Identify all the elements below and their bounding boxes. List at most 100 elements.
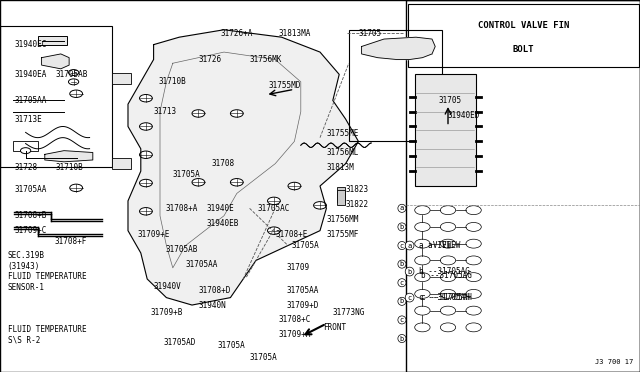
Circle shape [440, 222, 456, 231]
Text: 31708+A: 31708+A [165, 204, 198, 213]
Text: 31709: 31709 [287, 263, 310, 272]
Text: 31705AD: 31705AD [163, 338, 196, 347]
Circle shape [140, 151, 152, 158]
Text: J3 700 17: J3 700 17 [595, 359, 634, 365]
Text: 31940EB: 31940EB [206, 219, 239, 228]
Text: 31773NG: 31773NG [333, 308, 365, 317]
Circle shape [415, 239, 430, 248]
Text: b --31705AG: b --31705AG [419, 267, 470, 276]
Circle shape [70, 90, 83, 97]
Text: 31709+C: 31709+C [14, 226, 47, 235]
Circle shape [466, 206, 481, 215]
Circle shape [72, 155, 82, 161]
Circle shape [466, 323, 481, 332]
Circle shape [192, 110, 205, 117]
Circle shape [415, 289, 430, 298]
Text: 31755MF: 31755MF [326, 230, 359, 239]
Text: 31708+E: 31708+E [275, 230, 308, 239]
Bar [13, 141, 38, 151]
Text: 31726+A: 31726+A [221, 29, 253, 38]
Text: b: b [400, 224, 404, 230]
Circle shape [140, 179, 152, 187]
Circle shape [466, 256, 481, 265]
Text: 31705AA: 31705AA [14, 96, 47, 105]
Text: 31726: 31726 [198, 55, 221, 64]
Text: 31813MA: 31813MA [278, 29, 311, 38]
Bar [415, 74, 476, 186]
Circle shape [70, 184, 83, 192]
Text: b --31705AG: b --31705AG [421, 271, 472, 280]
Text: 31755MD: 31755MD [269, 81, 301, 90]
Text: a: a [408, 243, 412, 248]
Bar [408, 4, 639, 67]
Circle shape [466, 273, 481, 282]
Circle shape [20, 148, 31, 154]
Bar [337, 190, 345, 205]
Text: b: b [400, 261, 404, 267]
Text: a  VIEW: a VIEW [428, 241, 460, 250]
Text: 31705: 31705 [358, 29, 381, 38]
Circle shape [268, 227, 280, 234]
Text: b: b [408, 269, 412, 275]
Circle shape [440, 273, 456, 282]
Bar [112, 158, 131, 169]
Text: 31728: 31728 [14, 163, 37, 172]
Text: c --31705AH: c --31705AH [419, 293, 470, 302]
Text: 31705AB: 31705AB [56, 70, 88, 79]
Text: c: c [400, 243, 404, 248]
Text: 31710B: 31710B [159, 77, 186, 86]
Text: 31708: 31708 [211, 159, 234, 168]
Text: 31710B: 31710B [56, 163, 83, 172]
Text: 31709+A: 31709+A [278, 330, 311, 339]
Circle shape [415, 273, 430, 282]
Text: 31823: 31823 [346, 185, 369, 194]
Text: CONTROL VALVE FIN: CONTROL VALVE FIN [478, 21, 569, 31]
Text: 31708+B: 31708+B [14, 211, 47, 220]
Text: 31713: 31713 [154, 107, 177, 116]
Text: 31705AA: 31705AA [287, 286, 319, 295]
Text: 31705A: 31705A [218, 341, 245, 350]
Circle shape [230, 179, 243, 186]
Bar [112, 73, 131, 84]
Text: 31756MM: 31756MM [326, 215, 359, 224]
Text: 31705AC: 31705AC [257, 204, 290, 213]
Circle shape [314, 202, 326, 209]
Text: 31705AA: 31705AA [186, 260, 218, 269]
Polygon shape [42, 54, 69, 69]
Text: 31709+B: 31709+B [150, 308, 183, 317]
Text: 31708+C: 31708+C [278, 315, 311, 324]
Text: 31756ML: 31756ML [326, 148, 359, 157]
Circle shape [140, 208, 152, 215]
Circle shape [440, 256, 456, 265]
Circle shape [415, 256, 430, 265]
Text: 31940ED: 31940ED [448, 111, 481, 120]
Circle shape [140, 94, 152, 102]
Text: c: c [408, 295, 412, 301]
Text: 31708+D: 31708+D [198, 286, 231, 295]
Text: 31940N: 31940N [198, 301, 226, 310]
Circle shape [140, 123, 152, 130]
Text: 31705AB: 31705AB [165, 245, 198, 254]
Circle shape [440, 239, 456, 248]
Bar [406, 0, 640, 372]
Text: 31705A: 31705A [291, 241, 319, 250]
Circle shape [466, 289, 481, 298]
Circle shape [288, 182, 301, 190]
Bar [0, 26, 112, 167]
Text: 31940V: 31940V [154, 282, 181, 291]
Circle shape [466, 306, 481, 315]
Text: c: c [400, 280, 404, 286]
Polygon shape [362, 37, 435, 60]
Bar [337, 187, 345, 202]
Text: FRONT: FRONT [323, 323, 346, 332]
Polygon shape [128, 30, 358, 305]
Text: 31705AA: 31705AA [14, 185, 47, 194]
Text: 31940EC: 31940EC [14, 40, 47, 49]
Circle shape [268, 197, 280, 205]
Polygon shape [45, 151, 93, 162]
Text: 31705A: 31705A [250, 353, 277, 362]
Text: 31756MK: 31756MK [250, 55, 282, 64]
Text: BOLT: BOLT [513, 45, 534, 54]
Circle shape [466, 222, 481, 231]
Text: 31940EA: 31940EA [14, 70, 47, 79]
